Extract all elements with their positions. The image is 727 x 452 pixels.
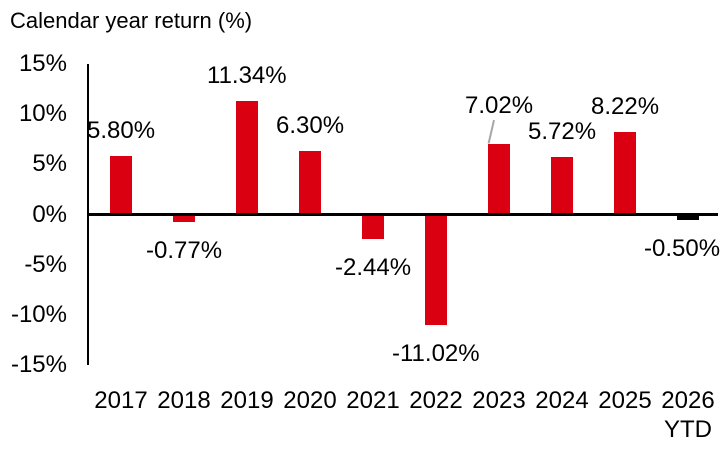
- y-axis-tick-label: 5%: [32, 150, 67, 178]
- data-label-2026: -0.50%: [644, 234, 721, 262]
- y-axis-tick-label: 0%: [32, 200, 67, 228]
- x-axis-label-2025: 2025: [598, 387, 652, 414]
- bar-2020: [299, 151, 321, 215]
- data-label-2023: 7.02%: [465, 92, 534, 120]
- bar-2025: [614, 132, 636, 215]
- data-label-2025: 8.22%: [591, 93, 660, 121]
- x-axis-label-2024: 2024: [535, 387, 589, 414]
- x-axis-label-2023: 2023: [472, 387, 526, 414]
- data-label-2019: 11.34%: [207, 61, 287, 89]
- bar-2021: [362, 214, 384, 239]
- data-label-2017: 5.80%: [87, 117, 156, 145]
- y-axis-tick-label: -15%: [10, 350, 67, 378]
- y-axis-tick-label: 10%: [18, 100, 67, 128]
- data-label-2024: 5.72%: [528, 118, 597, 146]
- data-label-2018: -0.77%: [146, 237, 223, 265]
- x-axis-label-2019: 2019: [220, 387, 274, 414]
- bar-2022: [425, 214, 447, 326]
- bar-2024: [551, 157, 573, 215]
- x-axis-label-2018: 2018: [157, 387, 211, 414]
- data-label-2020: 6.30%: [276, 112, 345, 140]
- y-axis-tick-label: -5%: [24, 250, 67, 278]
- y-axis-tick-label: 15%: [18, 50, 67, 78]
- x-axis-label-2020: 2020: [283, 387, 337, 414]
- bar-2026: [677, 214, 699, 220]
- bar-2018: [173, 214, 195, 223]
- bar-2023: [488, 144, 510, 215]
- bar-2017: [110, 156, 132, 215]
- callout-leader-line: [487, 119, 495, 144]
- x-axis-sublabel-ytd: YTD: [664, 416, 712, 443]
- data-label-2022: -11.02%: [392, 340, 480, 368]
- x-axis-zero-line: [87, 213, 718, 216]
- x-axis-label-2022: 2022: [409, 387, 463, 414]
- x-axis-label-2021: 2021: [346, 387, 400, 414]
- x-axis-label-2017: 2017: [94, 387, 148, 414]
- y-axis-tick-label: -10%: [10, 300, 67, 328]
- bar-2019: [236, 100, 258, 215]
- x-axis-label-2026: 2026: [661, 387, 715, 414]
- chart-title: Calendar year return (%): [10, 8, 253, 33]
- data-label-2021: -2.44%: [335, 253, 412, 281]
